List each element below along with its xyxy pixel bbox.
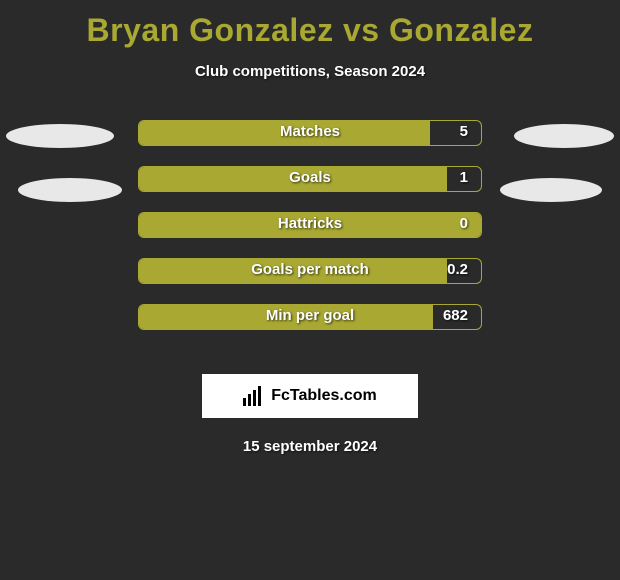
footer-brand-text: FcTables.com [271,387,377,405]
stat-bar-empty [430,121,481,145]
stat-row: Hattricks 0 [0,212,620,258]
stat-row: Goals per match 0.2 [0,258,620,304]
stat-row: Min per goal 682 [0,304,620,350]
stat-value: 682 [443,307,468,324]
stat-label: Goals per match [251,261,369,278]
footer-date: 15 september 2024 [0,438,620,455]
stat-value: 1 [460,169,468,186]
stat-row: Matches 5 [0,120,620,166]
bar-chart-icon [243,386,265,406]
stat-label: Matches [280,123,340,140]
stats-rows: Matches 5 Goals 1 Hattricks 0 Goals per match 0… [0,120,620,350]
stat-row: Goals 1 [0,166,620,212]
stat-label: Goals [289,169,331,186]
page-title: Bryan Gonzalez vs Gonzalez [0,0,620,49]
page-subtitle: Club competitions, Season 2024 [0,63,620,80]
stat-value: 5 [460,123,468,140]
stat-value: 0 [460,215,468,232]
stat-label: Hattricks [278,215,342,232]
footer-brand-badge: FcTables.com [202,374,418,418]
stat-value: 0.2 [447,261,468,278]
stat-label: Min per goal [266,307,354,324]
